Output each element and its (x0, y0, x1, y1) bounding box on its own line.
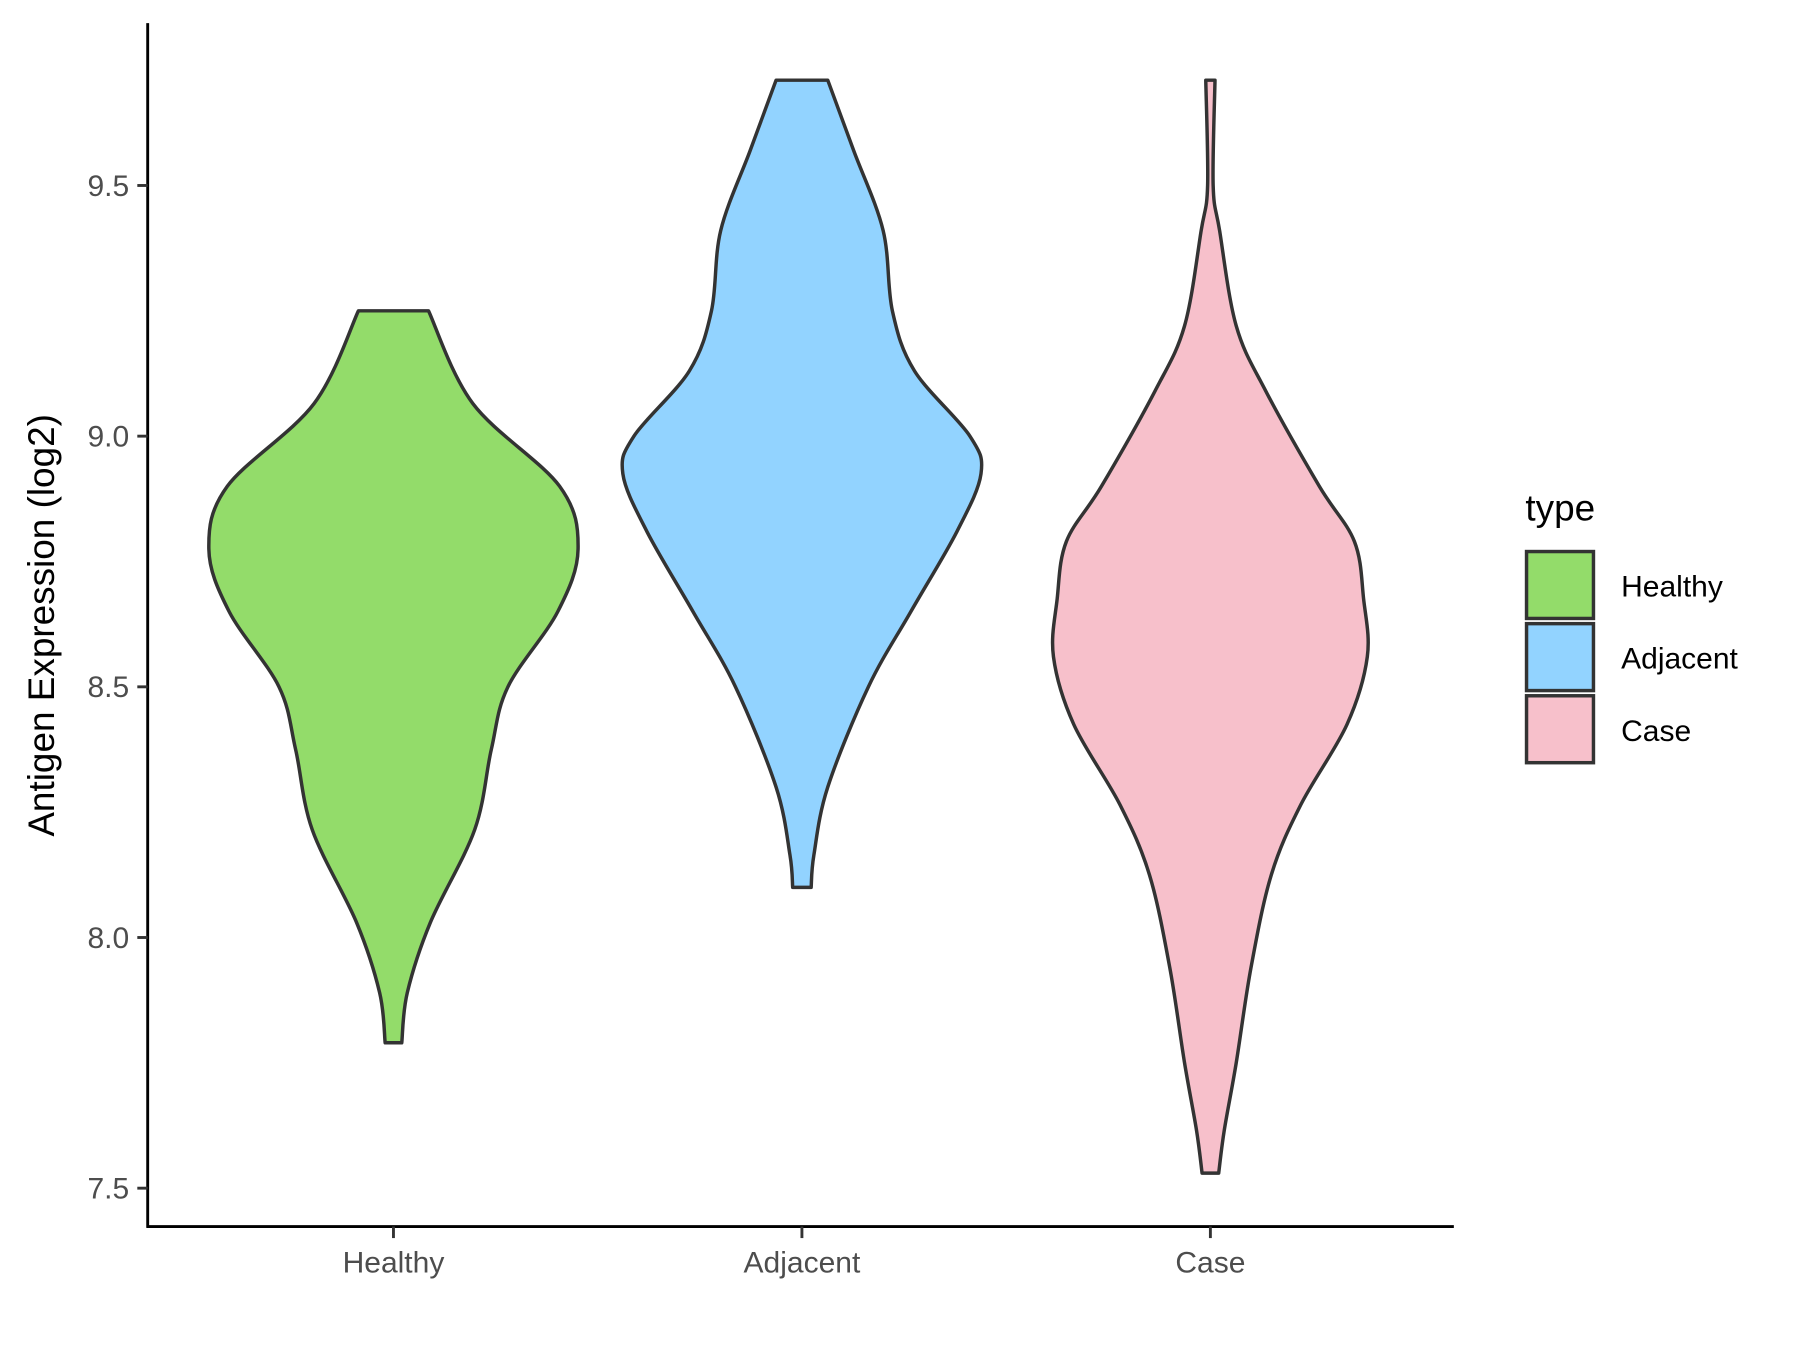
y-tick-label: 9.5 (88, 170, 130, 203)
legend-label: Healthy (1621, 571, 1723, 604)
violin-healthy (207, 309, 580, 1045)
x-tick-label: Healthy (343, 1247, 445, 1280)
y-tick-label: 8.0 (88, 922, 130, 955)
legend-key-adjacent (1524, 621, 1596, 693)
violin-case (1050, 78, 1370, 1175)
violin-adjacent (620, 78, 984, 890)
legend-title: type (1525, 487, 1595, 528)
legend-label: Adjacent (1621, 643, 1738, 676)
y-tick-label: 9.0 (88, 421, 130, 454)
legend-label: Case (1621, 715, 1691, 748)
violins (207, 78, 1370, 1175)
y-tick-label: 7.5 (88, 1173, 130, 1206)
y-tick-label: 8.5 (88, 671, 130, 704)
y-axis-title: Antigen Expression (log2) (21, 414, 62, 837)
x-tick-label: Case (1175, 1247, 1245, 1280)
x-tick-label: Adjacent (744, 1247, 861, 1280)
legend-key-case (1524, 694, 1596, 765)
y-ticks: 7.5 8.0 8.5 9.0 9.5 (88, 170, 148, 1206)
legend-key-healthy (1524, 549, 1596, 621)
x-ticks: Healthy Adjacent Case (343, 1226, 1245, 1280)
legend: type Healthy Adjacent Case (1524, 487, 1739, 765)
